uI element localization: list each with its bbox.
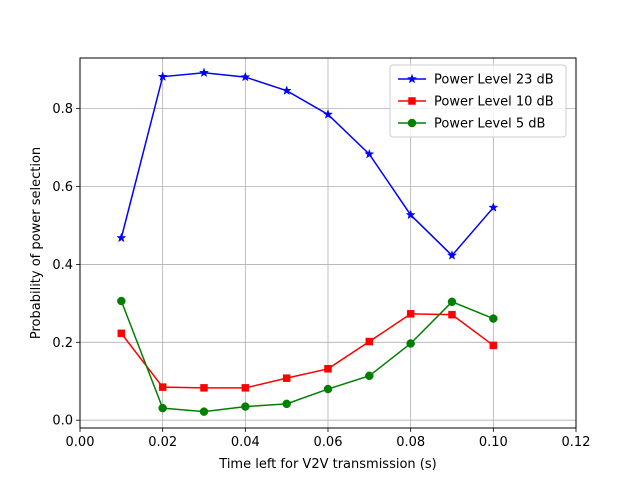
- data-point: [199, 407, 209, 416]
- data-point: [365, 371, 374, 381]
- series-2: [117, 296, 498, 416]
- x-tick-label: 0.02: [148, 435, 177, 450]
- legend-label: Power Level 10 dB: [434, 95, 554, 110]
- data-point: [489, 341, 498, 350]
- y-tick-label: 0.4: [52, 258, 73, 273]
- data-point: [282, 374, 291, 382]
- data-point: [117, 296, 126, 306]
- data-point: [282, 399, 291, 409]
- data-point: [240, 71, 251, 82]
- x-tick-label: 0.10: [479, 435, 508, 450]
- data-point: [158, 383, 167, 391]
- x-tick-label: 0.06: [314, 435, 343, 450]
- data-point: [448, 310, 456, 319]
- grid: [79, 58, 577, 428]
- data-point: [322, 109, 334, 119]
- legend-label: Power Level 23 dB: [434, 73, 554, 88]
- legend: Power Level 23 dB Power Level 10 dB Power …: [389, 64, 567, 138]
- data-point: [324, 365, 332, 373]
- data-point: [157, 71, 168, 82]
- data-point: [281, 85, 292, 96]
- legend-item: Power Level 5 dB: [398, 117, 545, 132]
- series-0: [116, 67, 499, 260]
- x-axis-label: Time left for V2V transmission (s): [218, 457, 436, 472]
- data-point: [116, 232, 127, 243]
- series-1: [117, 310, 498, 392]
- data-point: [117, 329, 126, 338]
- data-point: [364, 148, 375, 159]
- legend-marker: [408, 97, 416, 105]
- legend-box: [389, 64, 567, 138]
- data-point: [241, 384, 250, 392]
- data-point: [198, 67, 210, 78]
- data-point: [446, 250, 458, 260]
- y-tick-label: 0.2: [52, 336, 73, 351]
- data-point: [405, 209, 416, 220]
- data-point: [323, 384, 333, 394]
- data-point: [406, 310, 415, 318]
- x-tick-label: 0.04: [231, 435, 260, 450]
- y-tick-label: 0.0: [52, 414, 73, 429]
- data-point: [200, 384, 208, 392]
- legend-item: Power Level 23 dB: [398, 73, 554, 88]
- data-point: [158, 403, 167, 413]
- x-tick-label: 0.12: [562, 435, 591, 450]
- legend-marker: [407, 118, 417, 128]
- data-point: [241, 402, 250, 411]
- series-line: [120, 72, 494, 257]
- y-axis-label: Probability of power selection: [29, 147, 44, 339]
- legend-item: Power Level 10 dB: [398, 95, 554, 110]
- data-point: [447, 297, 457, 307]
- data-point: [489, 314, 498, 323]
- x-tick-label: 0.08: [396, 435, 425, 450]
- plot-series: [116, 67, 499, 416]
- series-line: [120, 313, 494, 389]
- axis-ticks: 0.00 0.02 0.04 0.06 0.08 0.10 0.12 0.0 0.2 0.4 0.6…: [52, 102, 590, 450]
- legend-marker: [406, 73, 418, 84]
- y-tick-label: 0.8: [52, 102, 73, 117]
- data-point: [365, 337, 374, 346]
- data-point: [406, 339, 415, 348]
- legend-label: Power Level 5 dB: [434, 117, 545, 132]
- y-tick-label: 0.6: [52, 180, 73, 195]
- series-line: [120, 300, 494, 413]
- x-tick-label: 0.00: [66, 435, 95, 450]
- data-point: [488, 202, 499, 212]
